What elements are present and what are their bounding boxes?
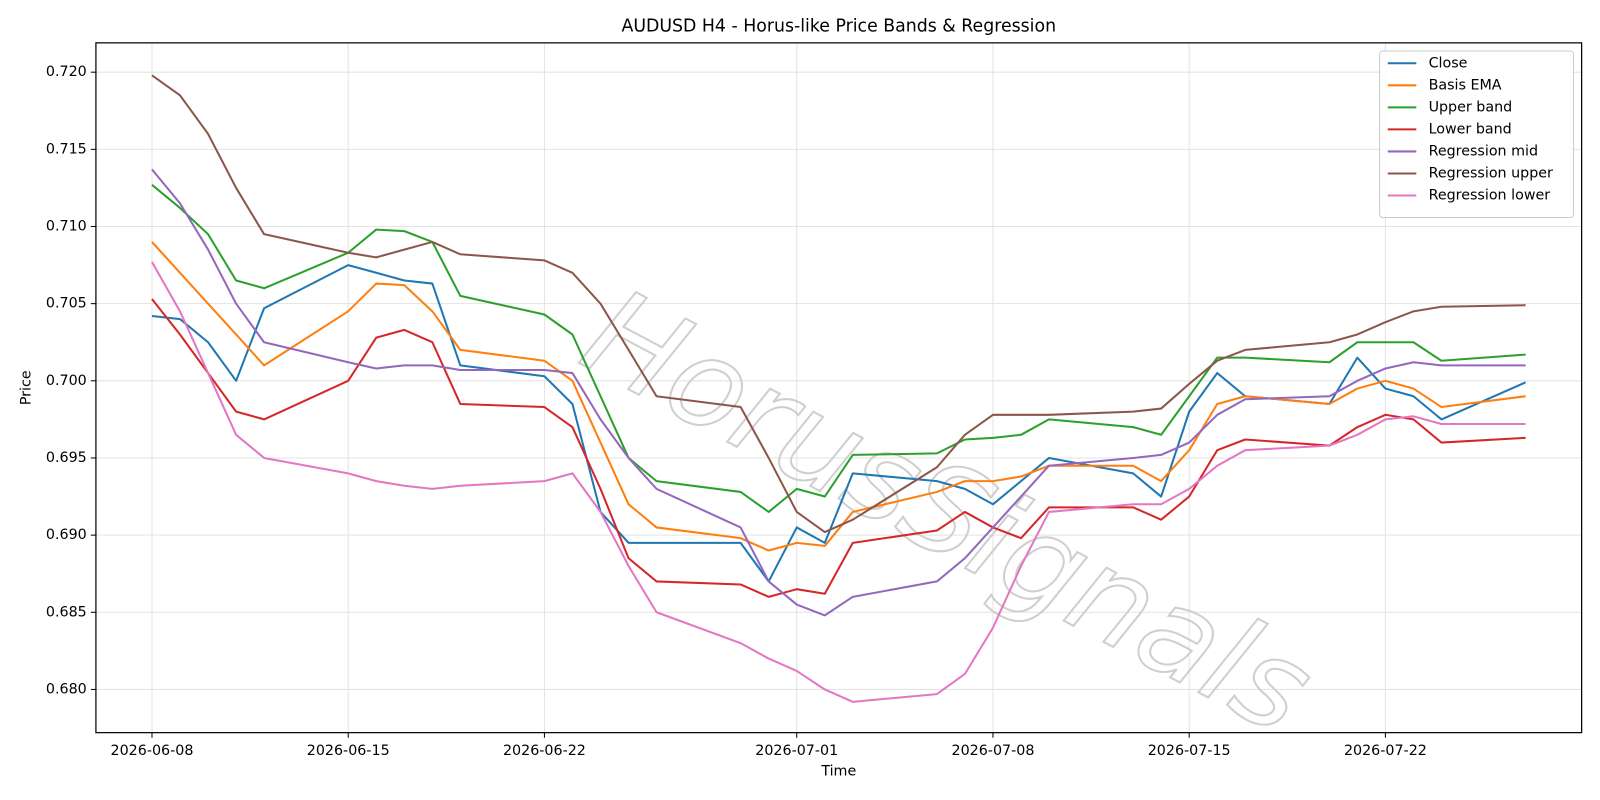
legend-label: Lower band <box>1429 121 1512 137</box>
series-line <box>151 74 1526 534</box>
x-tick-label: 2026-07-15 <box>1148 743 1231 759</box>
y-tick-label: 0.700 <box>46 373 87 389</box>
x-axis-label: Time <box>820 763 856 779</box>
y-tick-label: 0.715 <box>46 141 87 157</box>
plot-lines <box>151 74 1527 703</box>
y-tick-label: 0.680 <box>46 681 87 697</box>
legend: Close Basis EMA Upper band Lower band Regres… <box>1379 50 1574 219</box>
series-line <box>151 168 1526 617</box>
x-tick-label: 2026-07-08 <box>952 743 1035 759</box>
x-tick-label: 2026-06-15 <box>307 743 390 759</box>
legend-label: Close <box>1429 55 1468 71</box>
y-tick-label: 0.690 <box>46 527 87 543</box>
x-tick-label: 2026-06-22 <box>503 743 586 759</box>
legend-label: Regression upper <box>1429 165 1553 181</box>
y-tick-label: 0.710 <box>46 218 87 234</box>
y-tick-label: 0.695 <box>46 450 87 466</box>
chart-title: AUDUSD H4 - Horus-like Price Bands & Reg… <box>621 17 1056 37</box>
x-tick-label: 2026-07-22 <box>1344 743 1427 759</box>
series-line <box>151 261 1526 703</box>
series-line <box>151 241 1526 552</box>
legend-box <box>1379 50 1574 219</box>
y-tick-label: 0.705 <box>46 296 87 312</box>
series-line <box>151 298 1526 598</box>
x-tick-label: 2026-07-01 <box>755 743 838 759</box>
legend-label: Regression lower <box>1429 188 1551 204</box>
y-tick-label: 0.685 <box>46 604 87 620</box>
y-tick-label: 0.720 <box>46 64 87 80</box>
plot-frame <box>95 42 1583 734</box>
grid <box>95 42 1582 733</box>
x-tick-label: 2026-06-08 <box>111 743 194 759</box>
legend-label: Regression mid <box>1429 143 1538 159</box>
series-line <box>151 184 1526 513</box>
legend-label: Upper band <box>1429 99 1513 115</box>
legend-label: Basis EMA <box>1429 77 1502 93</box>
y-axis-label: Price <box>19 370 35 405</box>
